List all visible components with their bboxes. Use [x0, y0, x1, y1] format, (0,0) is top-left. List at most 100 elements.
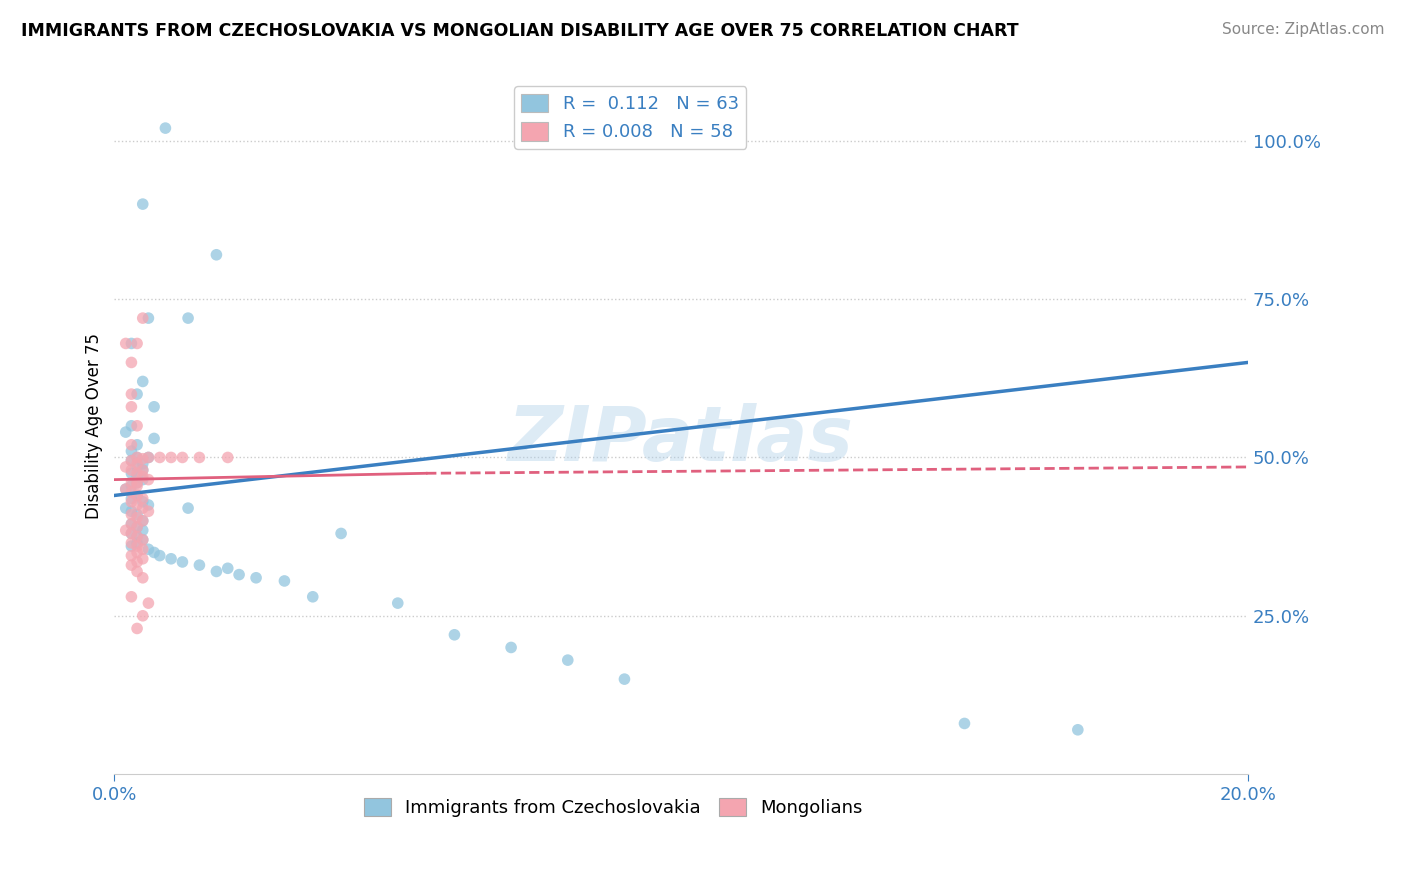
Point	[125, 418, 148, 433]
Point	[114, 336, 136, 351]
Point	[132, 571, 155, 585]
Point	[125, 565, 148, 579]
Point	[138, 596, 160, 610]
Point	[125, 508, 148, 522]
Point	[132, 523, 155, 537]
Point	[205, 565, 228, 579]
Point	[120, 504, 142, 518]
Point	[120, 491, 142, 506]
Point	[132, 608, 155, 623]
Point	[125, 469, 148, 483]
Point	[132, 473, 155, 487]
Point	[143, 432, 166, 446]
Point	[125, 488, 148, 502]
Point	[172, 450, 194, 465]
Point	[120, 400, 142, 414]
Point	[125, 520, 148, 534]
Point	[143, 545, 166, 559]
Point	[188, 558, 211, 573]
Point	[120, 387, 142, 401]
Point	[125, 467, 148, 481]
Text: Source: ZipAtlas.com: Source: ZipAtlas.com	[1222, 22, 1385, 37]
Point	[138, 450, 160, 465]
Point	[120, 536, 142, 550]
Point	[125, 457, 148, 471]
Point	[125, 488, 148, 502]
Point	[132, 514, 155, 528]
Point	[114, 523, 136, 537]
Point	[120, 418, 142, 433]
Point	[132, 311, 155, 326]
Point	[953, 716, 976, 731]
Point	[120, 438, 142, 452]
Point	[301, 590, 323, 604]
Point	[138, 542, 160, 557]
Point	[125, 498, 148, 512]
Point	[120, 479, 142, 493]
Point	[138, 504, 160, 518]
Point	[387, 596, 409, 610]
Point	[125, 475, 148, 490]
Point	[330, 526, 353, 541]
Point	[132, 542, 155, 557]
Point	[125, 438, 148, 452]
Point	[132, 463, 155, 477]
Point	[132, 463, 155, 477]
Point	[188, 450, 211, 465]
Point	[125, 510, 148, 524]
Point	[114, 425, 136, 439]
Point	[125, 520, 148, 534]
Point	[125, 530, 148, 544]
Y-axis label: Disability Age Over 75: Disability Age Over 75	[86, 333, 103, 519]
Point	[245, 571, 267, 585]
Point	[1067, 723, 1090, 737]
Point	[138, 450, 160, 465]
Point	[205, 248, 228, 262]
Point	[120, 453, 142, 467]
Legend: Immigrants from Czechoslovakia, Mongolians: Immigrants from Czechoslovakia, Mongolia…	[356, 790, 870, 824]
Point	[125, 336, 148, 351]
Point	[120, 539, 142, 553]
Point	[125, 539, 148, 553]
Point	[443, 628, 465, 642]
Point	[120, 590, 142, 604]
Point	[120, 516, 142, 531]
Point	[120, 508, 142, 522]
Point	[132, 495, 155, 509]
Point	[125, 479, 148, 493]
Point	[132, 533, 155, 547]
Point	[132, 469, 155, 483]
Point	[125, 387, 148, 401]
Point	[160, 450, 183, 465]
Point	[125, 622, 148, 636]
Point	[160, 551, 183, 566]
Point	[120, 444, 142, 458]
Point	[125, 530, 148, 544]
Point	[120, 495, 142, 509]
Point	[120, 516, 142, 531]
Point	[125, 450, 148, 465]
Point	[132, 491, 155, 506]
Point	[125, 450, 148, 465]
Point	[114, 482, 136, 496]
Point	[132, 375, 155, 389]
Point	[132, 551, 155, 566]
Point	[228, 567, 250, 582]
Point	[125, 545, 148, 559]
Point	[132, 533, 155, 547]
Point	[143, 400, 166, 414]
Point	[138, 498, 160, 512]
Point	[120, 453, 142, 467]
Point	[120, 463, 142, 477]
Point	[149, 549, 172, 563]
Point	[120, 485, 142, 500]
Point	[177, 311, 200, 326]
Point	[120, 467, 142, 481]
Point	[155, 121, 177, 136]
Text: IMMIGRANTS FROM CZECHOSLOVAKIA VS MONGOLIAN DISABILITY AGE OVER 75 CORRELATION C: IMMIGRANTS FROM CZECHOSLOVAKIA VS MONGOL…	[21, 22, 1019, 40]
Point	[613, 672, 636, 686]
Point	[114, 482, 136, 496]
Point	[217, 450, 239, 465]
Point	[132, 457, 155, 471]
Point	[557, 653, 579, 667]
